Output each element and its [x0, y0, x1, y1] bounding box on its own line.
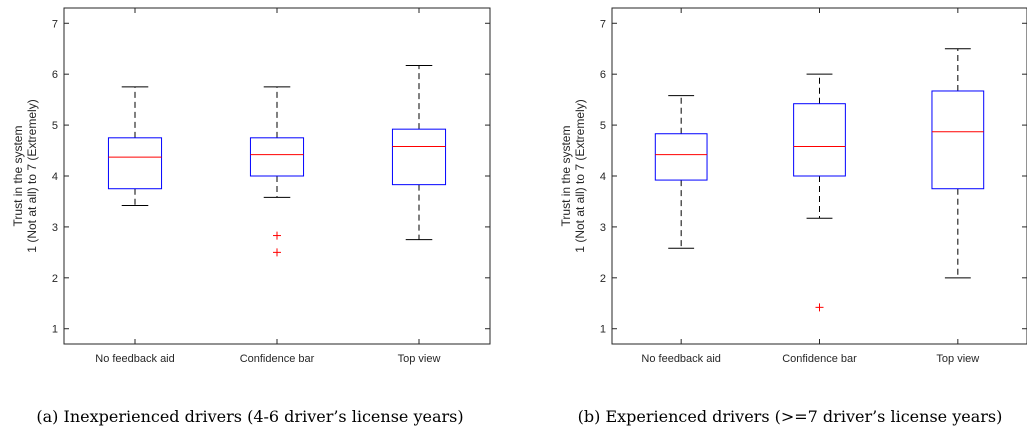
x-tick-label: Confidence bar — [782, 353, 857, 365]
box-iqr — [249, 137, 305, 177]
y-tick-label: 2 — [52, 273, 58, 285]
chart-panel-a: 1 2 3 4 5 6 7 No feedback aid Confidence bar Top … — [11, 7, 491, 426]
y-tick-label: 4 — [52, 171, 58, 183]
y-axis-label-line2: 1 (Not at all) to 7 (Extremely) — [573, 99, 587, 252]
box-2 — [793, 73, 846, 312]
box-3 — [931, 48, 985, 279]
y-tick-label: 1 — [52, 324, 58, 336]
box-iqr — [654, 133, 708, 181]
panel-caption-b: (b) Experienced drivers (>=7 driver’s li… — [578, 407, 1003, 426]
y-axis-label-line2: 1 (Not at all) to 7 (Extremely) — [25, 99, 39, 252]
box-1 — [654, 95, 708, 249]
y-tick-label: 6 — [600, 69, 606, 81]
box-2 — [249, 86, 305, 257]
x-tick-label: Confidence bar — [240, 353, 315, 365]
y-tick-label: 5 — [52, 120, 58, 132]
y-tick-label: 3 — [600, 222, 606, 234]
y-tick-label: 6 — [52, 69, 58, 81]
box-3 — [391, 65, 447, 241]
box-iqr — [391, 128, 447, 186]
box-iqr — [107, 137, 163, 190]
box-iqr — [931, 90, 985, 190]
y-tick-label: 7 — [52, 18, 58, 30]
y-tick-label: 7 — [600, 18, 606, 30]
panel-caption-a: (a) Inexperienced drivers (4-6 driver’s … — [36, 407, 463, 426]
y-tick-label: 3 — [52, 222, 58, 234]
y-axis-label-line1: Trust in the system — [559, 126, 573, 227]
y-tick-label: 5 — [600, 120, 606, 132]
y-tick-label: 4 — [600, 171, 606, 183]
y-tick-label: 2 — [600, 273, 606, 285]
x-tick-label: Top view — [398, 353, 441, 365]
box-iqr — [793, 103, 846, 177]
box-1 — [107, 86, 163, 207]
outlier-marker — [815, 303, 824, 312]
y-axis-label-line1: Trust in the system — [11, 126, 25, 227]
x-tick-label: No feedback aid — [641, 353, 721, 365]
x-tick-label: No feedback aid — [95, 353, 175, 365]
chart-panel-b: 1 2 3 4 5 6 7 No feedback aid Confidence bar Top … — [559, 7, 1027, 426]
outlier-marker — [273, 248, 281, 257]
outlier-marker — [273, 231, 281, 240]
x-tick-label: Top view — [936, 353, 979, 365]
y-tick-label: 1 — [600, 324, 606, 336]
